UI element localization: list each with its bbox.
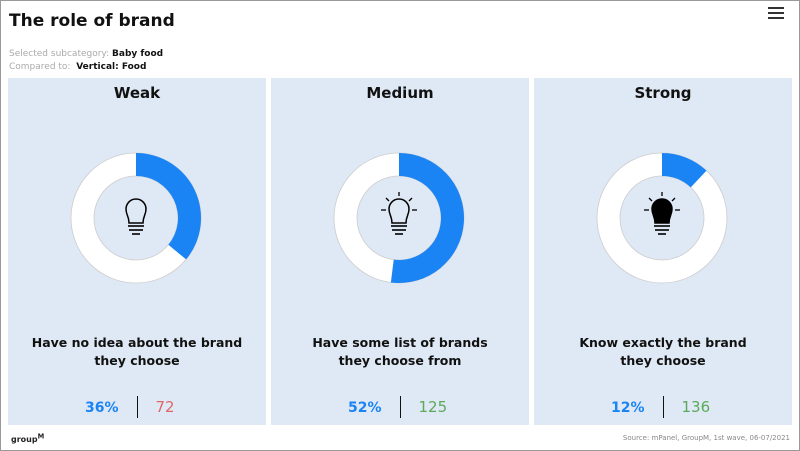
compared-info: Compared to: Vertical: Food xyxy=(9,62,147,72)
percent-value: 36% xyxy=(84,399,119,416)
divider xyxy=(136,396,138,418)
panel-description: Have no idea about the brand they choose xyxy=(31,335,243,368)
panel-heading: Medium xyxy=(366,84,434,102)
donut-chart xyxy=(596,152,728,284)
lightbulb-glowing-icon xyxy=(381,192,417,235)
panel-stats: 12% 136 xyxy=(534,396,792,418)
panel-stats: 36% 72 xyxy=(8,396,266,418)
panel-strong: Strong Know exactly the brand they choose… xyxy=(534,78,792,425)
percent-value: 52% xyxy=(347,399,382,416)
donut-segment xyxy=(662,153,707,188)
panel-heading: Strong xyxy=(634,84,692,102)
donut-segment xyxy=(390,153,464,283)
donut-chart xyxy=(333,152,465,284)
divider xyxy=(399,396,401,418)
panel-medium: Medium Have some list of brands they choo… xyxy=(271,78,529,425)
donut-segment xyxy=(136,153,201,260)
subcategory-info: Selected subcategory: Baby food xyxy=(9,49,164,59)
source-note: Source: mPanel, GroupM, 1st wave, 06-07/… xyxy=(622,434,790,442)
count-value: 72 xyxy=(155,397,175,416)
donut-chart xyxy=(70,152,202,284)
count-value: 136 xyxy=(681,397,711,416)
panel-description: Know exactly the brand they choose xyxy=(579,335,747,368)
hamburger-menu-icon[interactable] xyxy=(768,7,784,21)
lightbulb-filled-icon xyxy=(644,192,680,235)
divider xyxy=(662,396,664,418)
panel-weak: Weak Have no idea about the brand they ch… xyxy=(8,78,266,425)
panel-description: Have some list of brands they choose from xyxy=(312,335,488,368)
page-title: The role of brand xyxy=(9,11,175,31)
panel-heading: Weak xyxy=(113,84,161,102)
percent-value: 12% xyxy=(610,399,645,416)
lightbulb-outline-icon xyxy=(125,198,147,235)
count-value: 125 xyxy=(418,397,448,416)
groupm-logo: groupM xyxy=(11,432,45,444)
panel-stats: 52% 125 xyxy=(271,396,529,418)
